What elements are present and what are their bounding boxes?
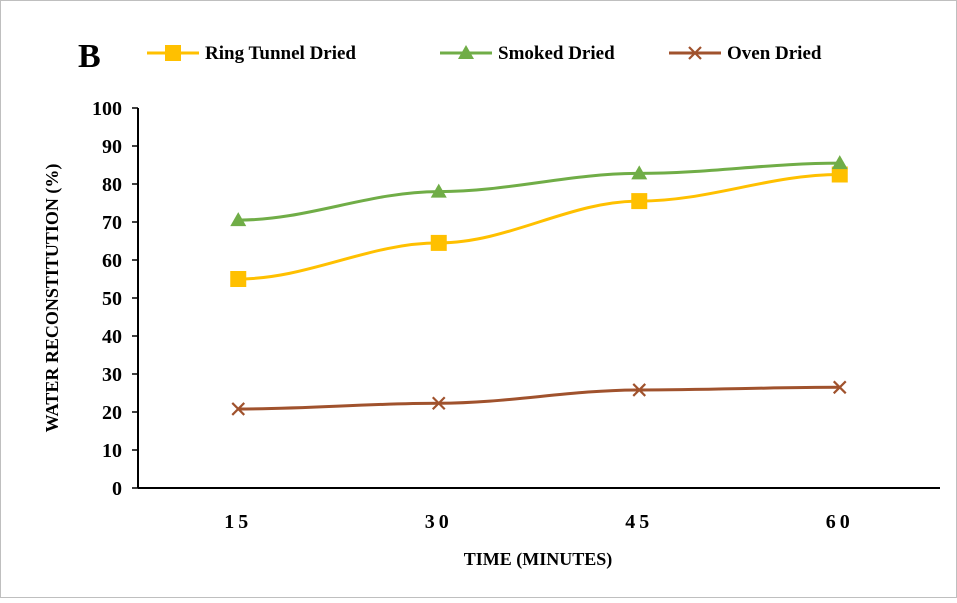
y-axis-title: WATER RECONSTITUTION (%) [42, 164, 63, 433]
y-tick-label: 20 [102, 402, 122, 424]
y-tick-label: 70 [102, 212, 122, 234]
legend-item-ring-tunnel-dried: Ring Tunnel Dried [147, 43, 356, 64]
y-tick-label: 30 [102, 364, 122, 386]
y-tick-label: 40 [102, 326, 122, 348]
y-tick-label: 10 [102, 440, 122, 462]
y-tick-label: 80 [102, 174, 122, 196]
legend-label: Ring Tunnel Dried [205, 43, 356, 64]
series-smoked-dried [230, 155, 848, 227]
data-point-ring-tunnel-dried [430, 234, 447, 251]
data-point-smoked-dried [631, 165, 648, 180]
x-tick-label: 60 [826, 511, 854, 533]
data-point-oven-dried [431, 396, 446, 411]
legend: Ring Tunnel Dried Smoked Dried Oven Dried [147, 43, 822, 64]
data-point-oven-dried [231, 402, 246, 416]
series-line-smoked-dried [238, 161, 840, 222]
legend-marker [165, 45, 181, 61]
legend-label: Smoked Dried [498, 43, 615, 64]
data-point-oven-dried [832, 380, 847, 395]
y-tick-label: 90 [102, 136, 122, 158]
x-tick-label: 15 [224, 511, 252, 533]
y-tick-label: 60 [102, 250, 122, 272]
data-point-smoked-dried [831, 155, 848, 170]
x-axis-title: TIME (MINUTES) [464, 549, 613, 570]
y-tick-label: 0 [112, 478, 122, 500]
data-point-ring-tunnel-dried [631, 193, 648, 210]
data-point-ring-tunnel-dried [831, 166, 848, 183]
data-point-oven-dried [632, 383, 647, 397]
series-line-ring-tunnel-dried [238, 173, 840, 281]
series-oven-dried [231, 380, 847, 416]
x-tick-label: 45 [625, 511, 653, 533]
series-line-oven-dried [238, 385, 840, 411]
legend-item-smoked-dried: Smoked Dried [440, 43, 615, 64]
legend-marker [688, 46, 702, 60]
legend-item-oven-dried: Oven Dried [669, 43, 822, 64]
data-point-smoked-dried [230, 212, 247, 227]
legend-marker [458, 45, 474, 59]
axes: 0 10 20 30 40 50 60 70 80 90 100 15 30 45 60 [92, 98, 940, 533]
y-tick-label: 50 [102, 288, 122, 310]
data-point-smoked-dried [430, 183, 447, 198]
x-tick-label: 30 [425, 511, 453, 533]
y-tick-label: 100 [92, 98, 122, 120]
series-layer [230, 155, 848, 416]
legend-label: Oven Dried [727, 43, 822, 64]
series-ring-tunnel-dried [230, 166, 848, 287]
data-point-ring-tunnel-dried [230, 271, 247, 287]
panel-label: B [78, 38, 101, 75]
